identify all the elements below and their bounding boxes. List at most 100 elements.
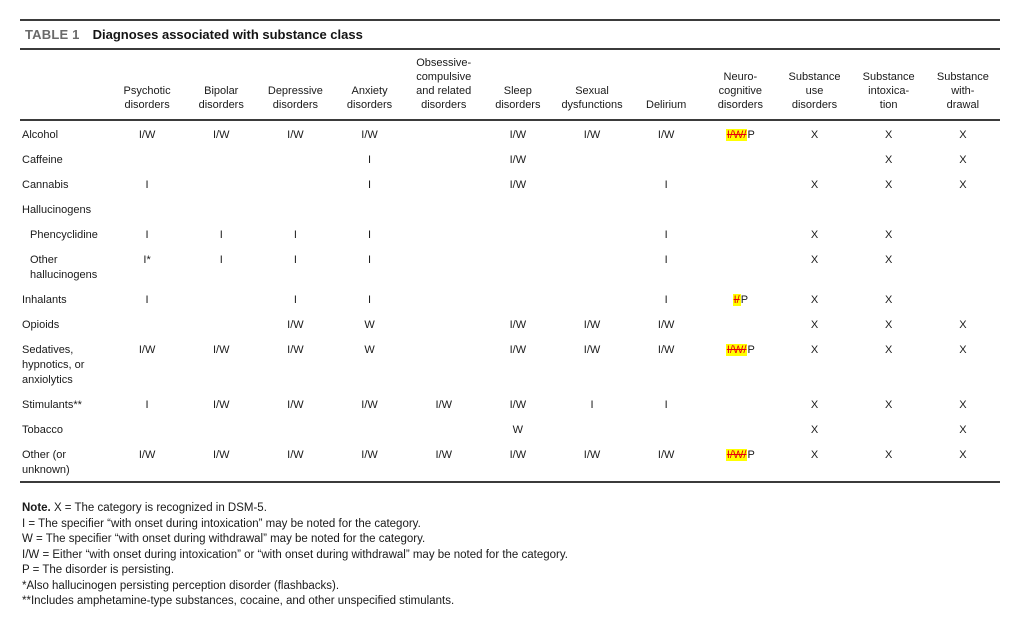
table-cell xyxy=(184,286,258,311)
struck-text: I/ xyxy=(732,294,741,306)
table-cell xyxy=(629,146,703,171)
table-cell xyxy=(555,221,629,246)
table-cell xyxy=(852,416,926,441)
caption-rule xyxy=(20,48,1000,50)
table-cell xyxy=(407,196,481,221)
table-cell xyxy=(110,311,184,336)
table-cell: I xyxy=(368,294,372,306)
table-cell: I xyxy=(145,399,149,411)
table-cell xyxy=(703,146,777,171)
table-cell xyxy=(703,311,777,336)
table-cell: I/W/P xyxy=(703,336,777,391)
table-cell: X xyxy=(884,449,893,461)
table-cell xyxy=(184,146,258,171)
table-cell xyxy=(926,246,1000,286)
table-cell xyxy=(110,146,184,171)
table-cell: I/W/P xyxy=(703,441,777,482)
table-cell xyxy=(852,196,926,221)
table-cell: I/W xyxy=(212,449,230,461)
table-cell: I/W/P xyxy=(703,120,777,146)
table-cell xyxy=(184,171,258,196)
table-cell: I xyxy=(293,229,297,241)
table-cell xyxy=(407,146,481,171)
diagnoses-table: Psychotic disorders Bipolar disorders Depr… xyxy=(20,50,1000,483)
table-row: Inhalants I I I I I/P X X xyxy=(20,286,1000,311)
table-cell: X xyxy=(884,154,893,166)
table-cell xyxy=(184,311,258,336)
table-cell: I/W xyxy=(583,129,601,141)
footnote-line: **Includes amphetamine-type substances, … xyxy=(22,594,1000,610)
table-cell: I xyxy=(368,179,372,191)
footnote-text: X = The category is recognized in DSM-5. xyxy=(50,502,267,514)
table-cell xyxy=(258,171,332,196)
header-cell: Substance with- drawal xyxy=(925,50,1000,121)
table-cell: X xyxy=(884,229,893,241)
table-cell xyxy=(407,416,481,441)
table-cell: W xyxy=(364,319,375,331)
table-cell: X xyxy=(810,319,819,331)
table-cell: X xyxy=(884,254,893,266)
table-cell xyxy=(407,120,481,146)
table-row: Cannabis I I I/W I X X X xyxy=(20,171,1000,196)
table-cell xyxy=(110,416,184,441)
table-cell: I xyxy=(368,229,372,241)
table-cell: X xyxy=(959,179,967,191)
table-cell: X xyxy=(810,229,819,241)
table-cell: I/W xyxy=(287,129,304,141)
footnote-line: W = The specifier “with onset during wit… xyxy=(22,532,1000,548)
top-rule xyxy=(20,19,1000,21)
row-label: Inhalants xyxy=(22,294,67,306)
table-row: Sedatives, hypnotics, or anxiolytics I/W I… xyxy=(20,336,1000,391)
footnote-line: I/W = Either “with onset during intoxica… xyxy=(22,548,1000,564)
table-cell: X xyxy=(810,254,819,266)
table-cell: I/W xyxy=(509,179,527,191)
footnote-text: W = The specifier “with onset during wit… xyxy=(22,533,426,545)
table-cell: I xyxy=(145,294,149,306)
table-cell: I/W xyxy=(509,449,527,461)
table-cell xyxy=(407,221,481,246)
footnote-text: *Also hallucinogen persisting perception… xyxy=(22,579,340,592)
table-cell: I/W xyxy=(435,399,452,411)
table-row: Stimulants** I I/W I/W I/W I/W I/W I I X X X xyxy=(20,391,1000,416)
row-label: Caffeine xyxy=(22,154,63,166)
table-cell: W xyxy=(364,344,375,356)
table-cell xyxy=(703,221,777,246)
table-cell xyxy=(703,171,777,196)
table-cell: I xyxy=(293,254,297,266)
table-cell: X xyxy=(810,294,819,306)
table-title: Diagnoses associated with substance clas… xyxy=(92,27,363,42)
table-cell xyxy=(555,196,629,221)
table-row: Other hallucinogens I* I I I I X X xyxy=(20,246,1000,286)
header-cell: Substance intoxica- tion xyxy=(851,50,926,121)
header-cell: Obsessive- compulsive and related disord… xyxy=(406,50,481,121)
table-cell: I/W xyxy=(509,344,527,356)
header-cell: Neuro- cognitive disorders xyxy=(703,50,778,121)
table-cell: I xyxy=(219,229,223,241)
table-row: Alcohol I/W I/W I/W I/W I/W I/W I/W I/W/P X X X xyxy=(20,120,1000,146)
table-cell: I/W xyxy=(287,449,304,461)
row-label: Other (or unknown) xyxy=(22,449,70,476)
corner-cell xyxy=(20,50,110,121)
table-cell xyxy=(407,246,481,286)
table-cell: X xyxy=(959,319,967,331)
table-cell xyxy=(926,286,1000,311)
note-prefix: Note. xyxy=(22,502,51,514)
row-label: Hallucinogens xyxy=(22,204,92,216)
table-cell: I/W xyxy=(287,344,304,356)
struck-text: I/W/ xyxy=(725,344,748,356)
table-cell: I/W xyxy=(583,344,601,356)
table-cell: X xyxy=(810,129,819,141)
table-cell: I/W xyxy=(287,319,304,331)
table-cell xyxy=(703,246,777,286)
table-cell xyxy=(481,286,555,311)
persisting-text: P xyxy=(740,294,749,306)
table-cell: I/W xyxy=(435,449,452,461)
table-cell: X xyxy=(884,399,893,411)
table-cell: I/W xyxy=(212,399,230,411)
table-cell: I/W xyxy=(509,319,527,331)
table-cell: X xyxy=(959,399,967,411)
table-cell xyxy=(555,416,629,441)
footnote-text: P = The disorder is persisting. xyxy=(22,564,175,576)
table-row: Other (or unknown) I/W I/W I/W I/W I/W I/W I/W I… xyxy=(20,441,1000,482)
table-cell: X xyxy=(810,179,819,191)
